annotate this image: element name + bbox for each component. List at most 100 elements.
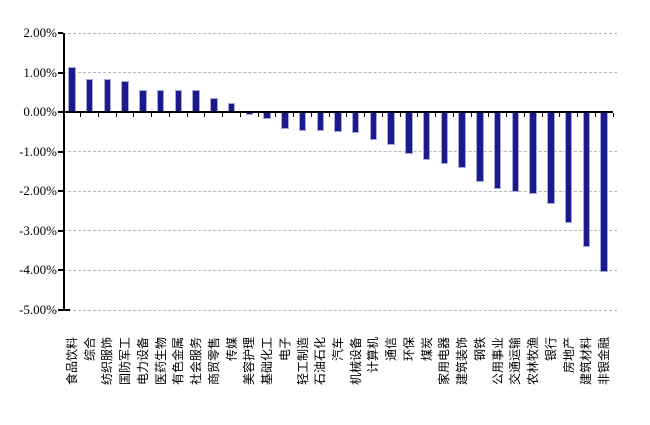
y-axis-tick <box>58 32 63 34</box>
x-axis-tick <box>257 113 259 118</box>
category-label: 房地产 <box>561 337 576 374</box>
x-axis-tick <box>364 113 366 118</box>
gridline <box>63 32 617 34</box>
y-axis-tick <box>58 309 63 311</box>
category-label: 交通运输 <box>508 337 523 386</box>
category-label: 钢铁 <box>472 337 487 362</box>
gridline <box>63 72 617 74</box>
category-label: 农林牧渔 <box>526 337 541 386</box>
category-label: 石油石化 <box>313 337 328 386</box>
category-label: 食品饮料 <box>64 337 79 386</box>
y-axis-tick-label: 2.00% <box>23 25 57 40</box>
bar <box>405 112 413 154</box>
category-label: 非银金融 <box>597 337 612 386</box>
category-label: 银行 <box>543 337 558 362</box>
category-label: 有色金属 <box>171 337 186 386</box>
x-axis-tick <box>328 113 330 118</box>
bar <box>316 112 324 132</box>
x-axis-foot <box>63 309 70 311</box>
category-label: 建筑材料 <box>579 337 594 386</box>
zero-axis-line <box>63 111 613 114</box>
y-axis-line <box>63 33 65 311</box>
category-label: 医药生物 <box>153 337 168 386</box>
category-label: 电子 <box>277 337 292 362</box>
category-label: 美容护理 <box>242 337 257 386</box>
gridline <box>63 190 617 192</box>
category-label: 社会服务 <box>189 337 204 386</box>
bar <box>121 81 129 113</box>
category-label: 传媒 <box>224 337 239 362</box>
bar <box>582 112 591 248</box>
category-label: 电力设备 <box>135 337 150 386</box>
y-axis-tick <box>58 150 63 153</box>
bar <box>564 112 573 223</box>
x-axis-tick <box>275 113 277 118</box>
x-axis-tick <box>62 113 64 118</box>
bar <box>529 112 537 195</box>
bar <box>600 112 608 273</box>
x-axis-tick <box>310 113 312 118</box>
y-axis-tick <box>58 269 63 272</box>
x-axis-tick <box>417 113 419 118</box>
bar <box>103 78 112 113</box>
y-axis-tick <box>58 229 63 232</box>
category-label: 环保 <box>401 337 416 362</box>
gridline <box>63 269 617 271</box>
x-axis-tick <box>80 113 82 118</box>
y-axis-tick <box>58 190 63 193</box>
x-axis-tick <box>204 113 206 118</box>
bar <box>476 112 484 182</box>
bar <box>511 112 520 193</box>
category-label: 机械设备 <box>348 337 363 386</box>
bar <box>440 112 449 164</box>
x-axis-tick <box>186 113 188 118</box>
x-axis-tick <box>151 113 153 118</box>
x-axis-tick <box>168 113 170 118</box>
x-axis-tick <box>399 113 401 118</box>
category-label: 公用事业 <box>490 337 505 386</box>
category-label: 家用电器 <box>437 337 452 386</box>
bar <box>85 78 94 113</box>
bar <box>422 112 431 161</box>
gridline <box>63 230 617 232</box>
bar <box>156 90 165 113</box>
bar <box>493 112 502 189</box>
x-axis-tick <box>488 113 490 118</box>
x-axis-tick <box>133 113 135 118</box>
bar <box>210 97 218 113</box>
x-axis-tick <box>577 113 579 118</box>
bar <box>334 112 342 133</box>
x-axis-tick <box>541 113 543 118</box>
x-axis-tick <box>435 113 437 118</box>
bar <box>281 112 289 129</box>
y-axis-tick-label: -4.00% <box>19 262 57 278</box>
category-label: 轻工制造 <box>295 337 310 386</box>
bar <box>369 112 378 141</box>
y-axis-tick-label: -3.00% <box>19 222 57 238</box>
x-axis-tick <box>293 113 295 118</box>
x-axis-tick <box>506 113 508 118</box>
category-label: 纺织服饰 <box>100 337 115 386</box>
x-axis-tick <box>559 113 561 118</box>
x-axis-tick <box>470 113 472 118</box>
bar <box>387 112 395 146</box>
gridline <box>63 309 617 311</box>
category-label: 汽车 <box>331 337 345 362</box>
bar <box>458 112 466 168</box>
x-axis-tick <box>346 113 348 118</box>
bar <box>263 112 271 119</box>
bar <box>351 112 360 134</box>
y-axis-tick-label: -1.00% <box>19 143 57 159</box>
category-label: 基础化工 <box>260 337 275 386</box>
bar <box>192 89 200 113</box>
x-axis-tick <box>222 113 224 118</box>
x-axis-tick <box>612 113 614 118</box>
y-axis-tick-label: 1.00% <box>23 64 57 80</box>
y-axis-tick-label: -5.00% <box>19 302 57 317</box>
x-axis-tick <box>452 113 454 118</box>
y-axis-tick <box>58 111 63 114</box>
category-label: 建筑装饰 <box>455 337 470 386</box>
bar <box>298 112 307 131</box>
category-label: 综合 <box>82 337 97 362</box>
